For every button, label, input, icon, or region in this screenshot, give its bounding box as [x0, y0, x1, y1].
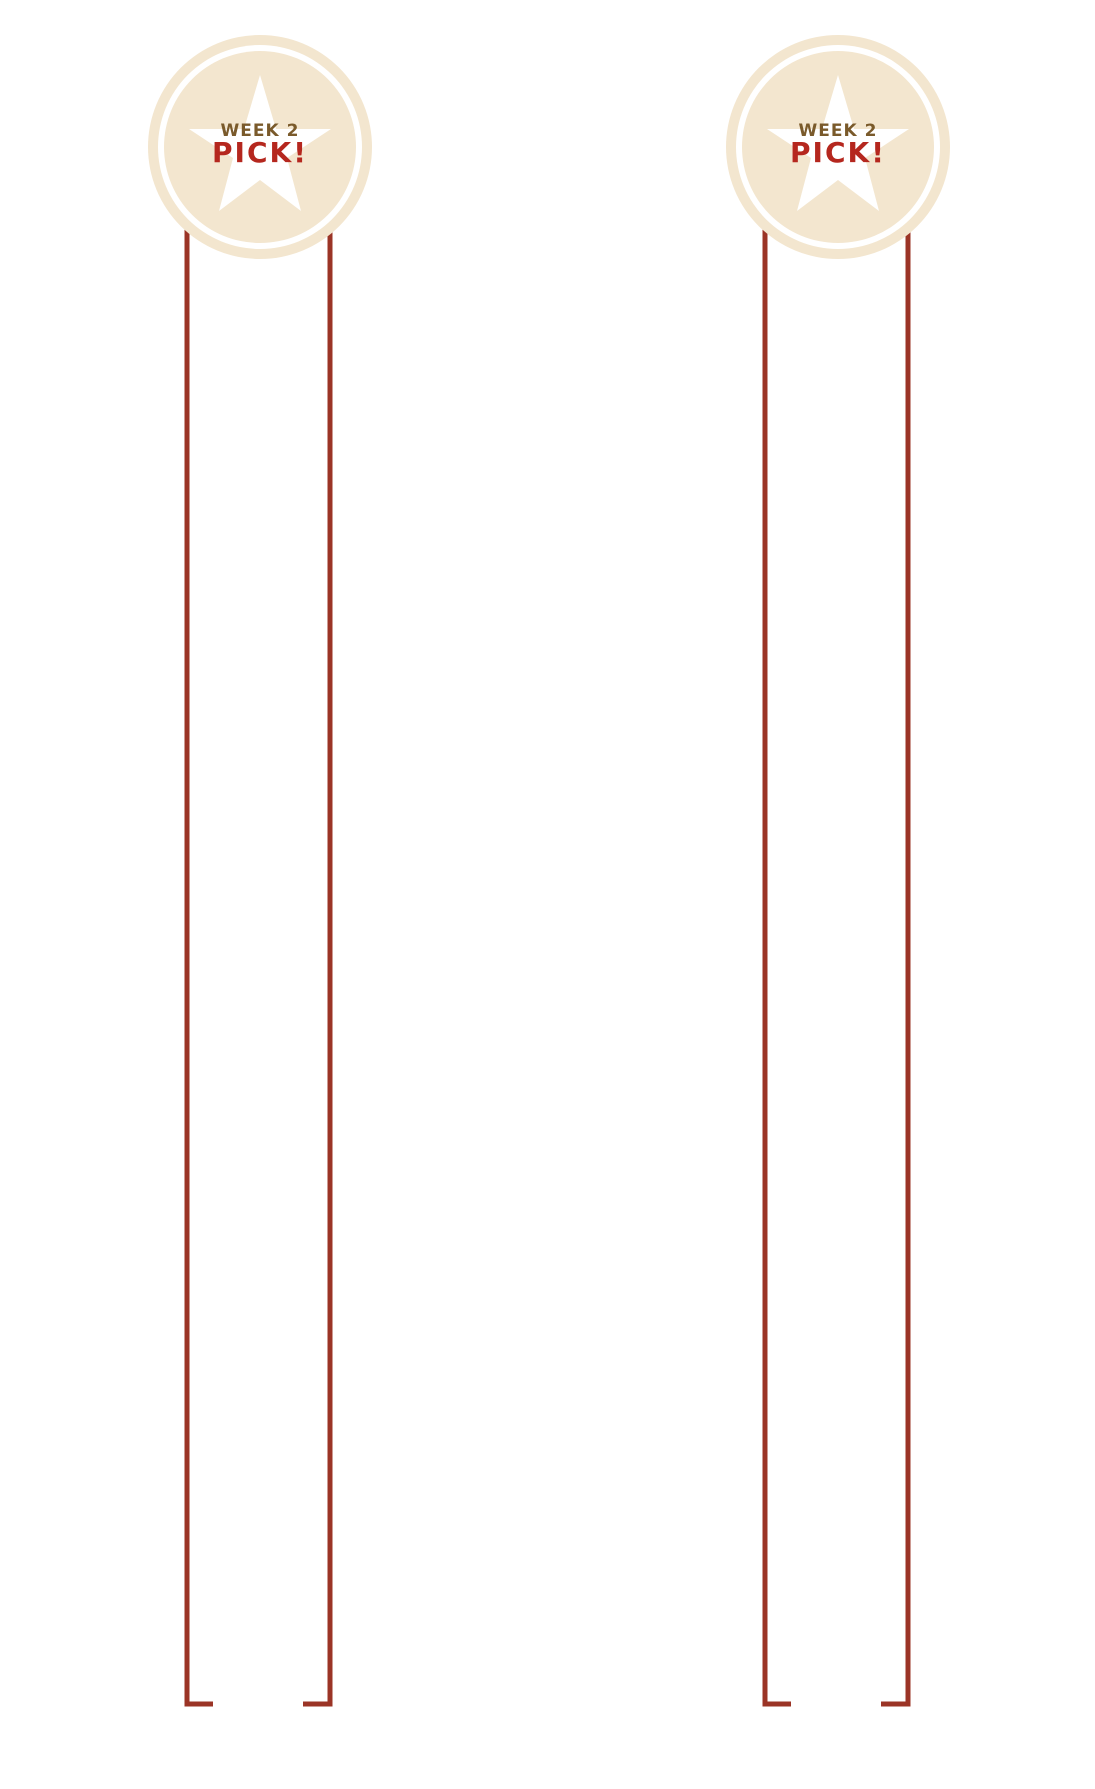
week-pick-badge: WEEK 2 PICK!	[143, 30, 377, 264]
star-icon	[767, 75, 909, 211]
badge-pick-label: PICK!	[212, 136, 308, 169]
badge-week-label: WEEK 2	[220, 121, 300, 141]
pick-column-right: WEEK 2 PICK!	[708, 0, 968, 1789]
bracket-frame	[184, 178, 333, 1707]
badge-seal	[148, 35, 372, 259]
pick-column-left: WEEK 2 PICK!	[130, 0, 390, 1789]
week-pick-badge: WEEK 2 PICK!	[721, 30, 955, 264]
star-icon	[189, 75, 331, 211]
bracket-frame	[762, 178, 911, 1707]
badge-week-label: WEEK 2	[798, 121, 878, 141]
badge-pick-label: PICK!	[790, 136, 886, 169]
badge-seal	[726, 35, 950, 259]
